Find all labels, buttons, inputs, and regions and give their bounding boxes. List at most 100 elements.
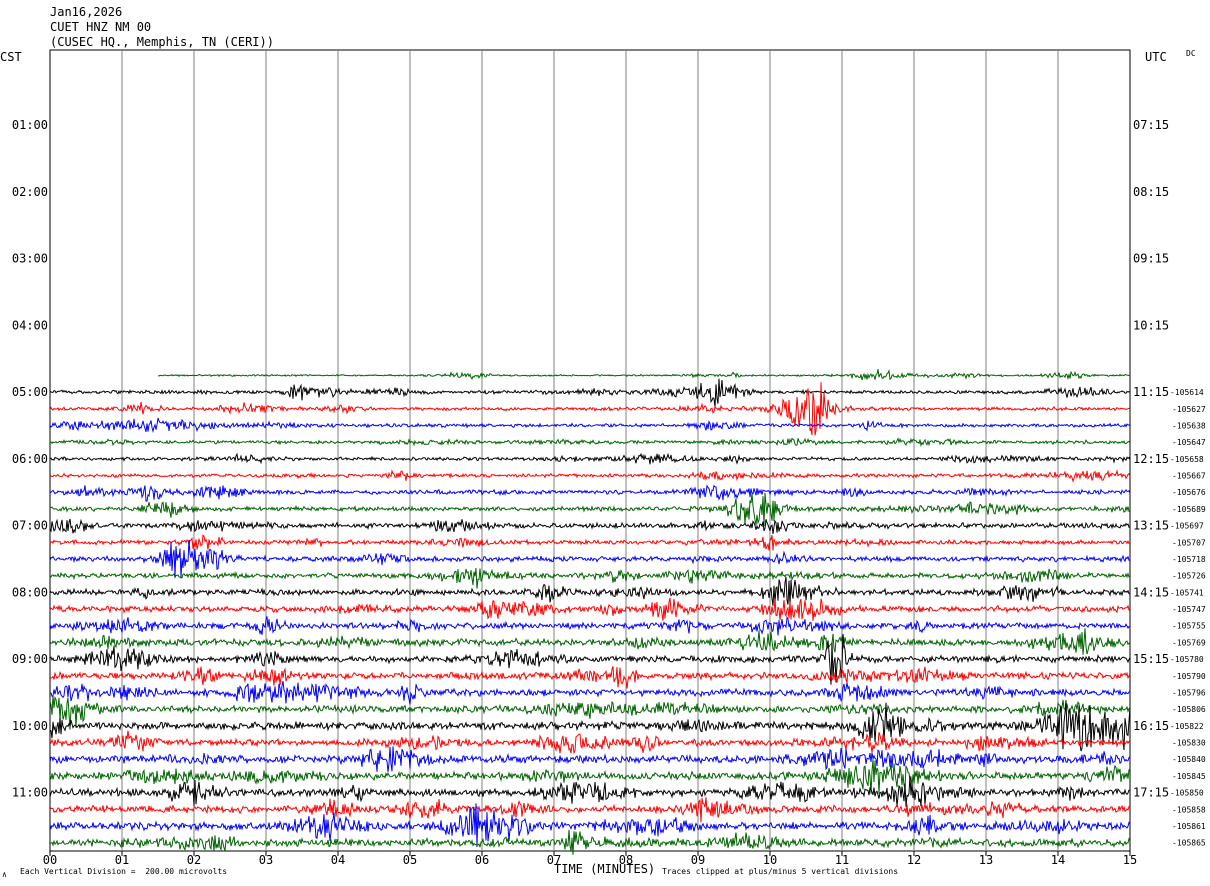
x-tick-label-15: 15 xyxy=(1123,853,1137,867)
trace-row-46 xyxy=(49,803,1131,848)
trace-row-21 xyxy=(49,382,1131,436)
trace-row-31 xyxy=(49,567,1131,589)
trace-row-47 xyxy=(49,829,1131,855)
dc-offset-21: -105627 xyxy=(1172,405,1206,414)
x-tick-label-14: 14 xyxy=(1051,853,1065,867)
dc-offset-28: -105697 xyxy=(1170,522,1204,531)
trace-row-44 xyxy=(49,775,1131,807)
x-tick-label-08: 08 xyxy=(619,853,633,867)
dc-offset-30: -105718 xyxy=(1172,555,1206,564)
chart-station: CUET HNZ NM 00 xyxy=(50,20,152,34)
dc-offset-25: -105667 xyxy=(1172,472,1206,481)
x-tick-label-01: 01 xyxy=(115,853,129,867)
left-time-label-01:00: 01:00 xyxy=(12,118,48,132)
clip-note: Traces clipped at plus/minus 5 vertical … xyxy=(662,867,899,876)
x-tick-label-02: 02 xyxy=(187,853,201,867)
left-time-label-09:00: 09:00 xyxy=(12,652,48,666)
x-tick-label-09: 09 xyxy=(691,853,705,867)
dc-offset-34: -105755 xyxy=(1172,622,1206,631)
trace-row-40 xyxy=(49,700,1131,752)
dc-offset-46: -105861 xyxy=(1172,822,1206,831)
dc-offset-23: -105647 xyxy=(1172,438,1206,447)
trace-row-39 xyxy=(49,695,1131,730)
left-time-label-06:00: 06:00 xyxy=(12,452,48,466)
trace-row-34 xyxy=(49,616,1131,636)
trace-row-38 xyxy=(49,680,1131,705)
left-time-label-05:00: 05:00 xyxy=(12,385,48,399)
x-axis-title: TIME (MINUTES) xyxy=(554,862,656,876)
trace-row-45 xyxy=(49,797,1131,823)
mode-label: DC xyxy=(1186,49,1196,58)
x-tick-label-05: 05 xyxy=(403,853,417,867)
trace-row-33 xyxy=(49,597,1131,621)
right-time-label-07:15: 07:15 xyxy=(1133,118,1169,132)
chart-date: Jan16,2026 xyxy=(50,5,123,19)
dc-offset-31: -105726 xyxy=(1172,572,1206,581)
trace-row-26 xyxy=(49,484,1131,502)
trace-row-30 xyxy=(49,539,1131,578)
trace-row-37 xyxy=(49,666,1131,689)
left-time-label-08:00: 08:00 xyxy=(12,585,48,599)
x-tick-label-10: 10 xyxy=(763,853,777,867)
trace-row-24 xyxy=(49,452,1131,465)
trace-row-22 xyxy=(49,417,1131,434)
trace-row-20 xyxy=(49,378,1131,408)
trace-row-23 xyxy=(49,437,1131,448)
dc-offset-43: -105845 xyxy=(1172,772,1206,781)
dc-offset-42: -105840 xyxy=(1172,755,1206,764)
left-time-label-07:00: 07:00 xyxy=(12,519,48,533)
right-time-label-16:15: 16:15 xyxy=(1133,719,1169,733)
right-time-label-10:15: 10:15 xyxy=(1133,318,1169,332)
right-time-label-09:15: 09:15 xyxy=(1133,252,1169,266)
right-time-label-12:15: 12:15 xyxy=(1133,452,1169,466)
dc-offset-39: -105806 xyxy=(1172,705,1206,714)
left-timezone-label: CST xyxy=(0,50,22,64)
dc-offset-20: -105614 xyxy=(1170,388,1204,397)
dc-offset-44: -105850 xyxy=(1170,789,1204,798)
right-time-label-17:15: 17:15 xyxy=(1133,786,1169,800)
trace-row-42 xyxy=(49,746,1131,772)
dc-offset-22: -105638 xyxy=(1172,421,1206,430)
x-tick-label-13: 13 xyxy=(979,853,993,867)
dc-offset-41: -105830 xyxy=(1172,739,1206,748)
x-tick-label-06: 06 xyxy=(475,853,489,867)
trace-row-29 xyxy=(49,534,1131,551)
plot-frame xyxy=(49,49,1131,852)
right-timezone-label: UTC xyxy=(1145,50,1167,64)
x-tick-label-00: 00 xyxy=(43,853,57,867)
right-time-label-13:15: 13:15 xyxy=(1133,519,1169,533)
chart-location: (CUSEC HQ., Memphis, TN (CERI)) xyxy=(50,35,274,49)
trace-row-27 xyxy=(49,492,1131,526)
right-time-label-11:15: 11:15 xyxy=(1133,385,1169,399)
trace-row-41 xyxy=(49,730,1131,755)
right-time-label-14:15: 14:15 xyxy=(1133,585,1169,599)
trace-row-32 xyxy=(49,576,1131,606)
trace-row-25 xyxy=(49,469,1131,483)
trace-row-35 xyxy=(49,628,1131,655)
left-time-label-11:00: 11:00 xyxy=(12,786,48,800)
dc-offset-26: -105676 xyxy=(1172,488,1206,497)
trace-row-43 xyxy=(49,759,1131,795)
dc-offset-38: -105796 xyxy=(1172,688,1206,697)
trace-row-36 xyxy=(49,633,1131,685)
dc-offset-27: -105689 xyxy=(1172,505,1206,514)
corner-mark-icon: ∧ xyxy=(2,870,7,879)
scale-note: Each Vertical Division = 200.00 microvol… xyxy=(20,867,228,876)
dc-offset-33: -105747 xyxy=(1172,605,1206,614)
left-time-label-10:00: 10:00 xyxy=(12,719,48,733)
x-tick-label-04: 04 xyxy=(331,853,345,867)
trace-row-19 xyxy=(157,369,1131,381)
dc-offset-29: -105707 xyxy=(1172,538,1206,547)
dc-offset-45: -105858 xyxy=(1172,805,1206,814)
dc-offset-32: -105741 xyxy=(1170,588,1204,597)
right-time-label-15:15: 15:15 xyxy=(1133,652,1169,666)
x-tick-label-03: 03 xyxy=(259,853,273,867)
left-time-label-02:00: 02:00 xyxy=(12,185,48,199)
dc-offset-37: -105790 xyxy=(1172,672,1206,681)
dc-offset-35: -105769 xyxy=(1172,638,1206,647)
right-time-label-08:15: 08:15 xyxy=(1133,185,1169,199)
left-time-label-03:00: 03:00 xyxy=(12,252,48,266)
dc-offset-36: -105780 xyxy=(1170,655,1204,664)
x-tick-label-12: 12 xyxy=(907,853,921,867)
x-tick-label-07: 07 xyxy=(547,853,561,867)
